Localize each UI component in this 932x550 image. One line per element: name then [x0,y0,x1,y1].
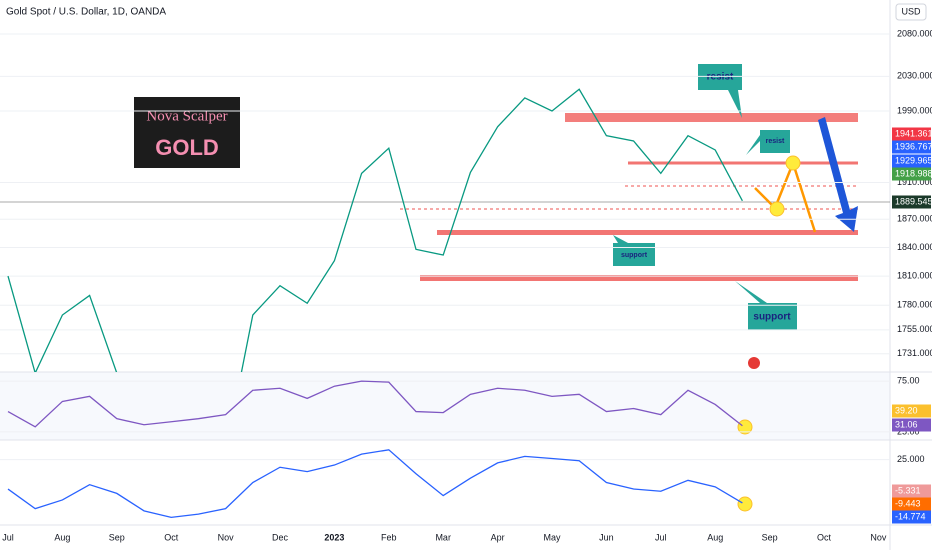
x-tick-label: May [543,532,561,542]
annotation: resist [766,138,785,145]
callout [698,64,742,118]
chart-title: Gold Spot / U.S. Dollar, 1D, OANDA [6,7,166,18]
price-badge-label: 1929.965 [895,155,932,165]
price-badge [892,154,931,168]
price-badge-label: 1936.767 [895,141,932,151]
callout [746,130,790,155]
price-badge-label: 31.06 [895,419,918,429]
x-tick-label: Dec [272,532,289,542]
price-badge-label: 39.20 [895,405,918,415]
x-tick-label: Nov [218,532,235,542]
price-badge-label: -5.331 [895,485,921,495]
price-badge-label: -9.443 [895,498,921,508]
plot [0,33,890,372]
y-tick-label: 1810.000 [897,270,932,280]
x-tick-label: Feb [381,532,397,542]
price-badge [892,127,931,141]
y-tick-label: 1870.000 [897,214,932,224]
rsi-pane [0,372,890,440]
macd-marker [737,496,753,512]
support-zone [420,275,858,281]
y-tick-label: 1755.000 [897,324,932,334]
down-arrow [818,117,858,232]
price-badge [892,418,931,432]
y-tick-label: 1731.000 [897,348,932,358]
x-tick-label: Oct [817,532,832,542]
price-badge [892,404,931,418]
price-badge [892,167,931,181]
x-tick-label: Nov [870,532,887,542]
x-tick-label: Aug [54,532,70,542]
x-tick-label: Oct [164,532,179,542]
projection-path [754,159,817,233]
currency-box[interactable] [895,3,927,21]
logo-text: GOLD [155,135,219,160]
y-tick-label: 2080.000 [897,28,932,38]
y-tick-label: 1990.000 [897,105,932,115]
x-tick-label: Sep [762,532,778,542]
y-tick-label: 25.000 [897,454,925,464]
x-tick-label: Jul [2,532,14,542]
price-badge-label: 1918.988 [895,168,932,178]
y-tick-label: 2030.000 [897,71,932,81]
y-tick-label: 75.00 [897,376,920,386]
logo-box [134,97,240,168]
x-tick-label: Sep [109,532,125,542]
rsi-line [7,380,743,428]
annotation: resist [707,72,734,83]
y-tick-label: 1840.000 [897,242,932,252]
x-tick-label: Jun [599,532,614,542]
price-badge [892,140,931,154]
support-zone [437,230,858,235]
logo-text: Nova Scalper [146,108,227,124]
resistance-zone [565,113,858,122]
rsi-marker [737,419,753,435]
price-badge-label: 1889.545 [895,196,932,206]
annotation: support [621,252,648,259]
price-line [7,88,743,372]
projection-point [785,155,801,171]
y-tick-label: 1910.000 [897,177,932,187]
y-tick-label: 1780.000 [897,300,932,310]
price-badge [892,510,931,524]
price-badge [892,484,931,498]
x-tick-label: Jul [655,532,667,542]
annotation: support [753,312,791,323]
price-badge-label: -14.774 [895,511,926,521]
macd-line [7,449,743,519]
x-tick-label: Aug [707,532,723,542]
x-tick-label: 2023 [324,532,344,542]
currency: USD [901,6,921,16]
price-badge-label: 1941.361 [895,128,932,138]
x-tick-label: Apr [491,532,505,542]
projection-point [769,201,785,217]
x-tick-label: Mar [435,532,451,542]
event-icon[interactable] [748,357,760,369]
callout [613,235,655,266]
price-badge [892,497,931,511]
price-badge [892,195,931,209]
